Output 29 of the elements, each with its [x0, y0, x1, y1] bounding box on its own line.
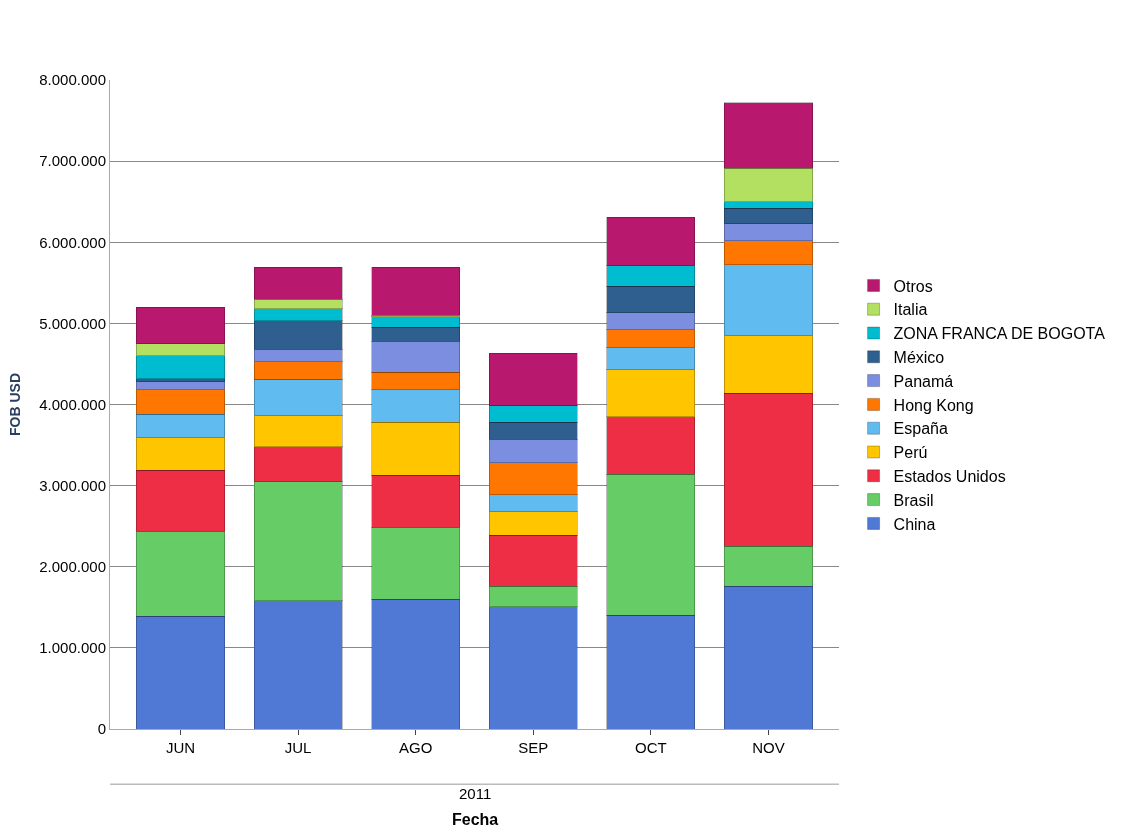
- y-tick-label: 1.000.000: [39, 639, 106, 657]
- x-tick-label: JUN: [165, 739, 196, 756]
- legend-label: Estados Unidos: [893, 468, 1006, 486]
- y-tick-label: 3.000.000: [39, 476, 106, 494]
- x-tick-label: OCT: [635, 739, 667, 756]
- y-tick-label: 5.000.000: [39, 314, 106, 332]
- x-tick-label: AGO: [399, 739, 433, 756]
- legend-label: ZONA FRANCA DE BOGOTA: [893, 325, 1106, 343]
- x-tick-label: NOV: [752, 739, 785, 756]
- x-tick-label: SEP: [518, 739, 549, 756]
- y-axis-title: FOB USD: [6, 373, 23, 436]
- y-tick-label: 2.000.000: [39, 558, 106, 575]
- legend-label: Panamá: [893, 372, 954, 390]
- legend-label: España: [893, 420, 948, 438]
- legend-label: Brasil: [893, 491, 934, 509]
- y-tick-label: 6.000.000: [39, 233, 106, 251]
- legend-label: China: [893, 515, 936, 533]
- legend-label: México: [893, 349, 945, 367]
- y-tick-label: 7.000.000: [39, 152, 106, 170]
- legend-label: Otros: [893, 277, 933, 295]
- y-tick-label: 4.000.000: [39, 395, 106, 413]
- legend-label: Perú: [893, 444, 928, 462]
- legend-label: Italia: [893, 301, 928, 319]
- legend-label: Hong Kong: [893, 396, 974, 414]
- y-tick-label: 8.000.000: [39, 71, 106, 89]
- text: 2011: [459, 785, 492, 802]
- x-tick-label: JUL: [284, 739, 312, 756]
- y-tick-label: 0: [97, 720, 106, 738]
- x-axis-title: Fecha: [452, 811, 499, 828]
